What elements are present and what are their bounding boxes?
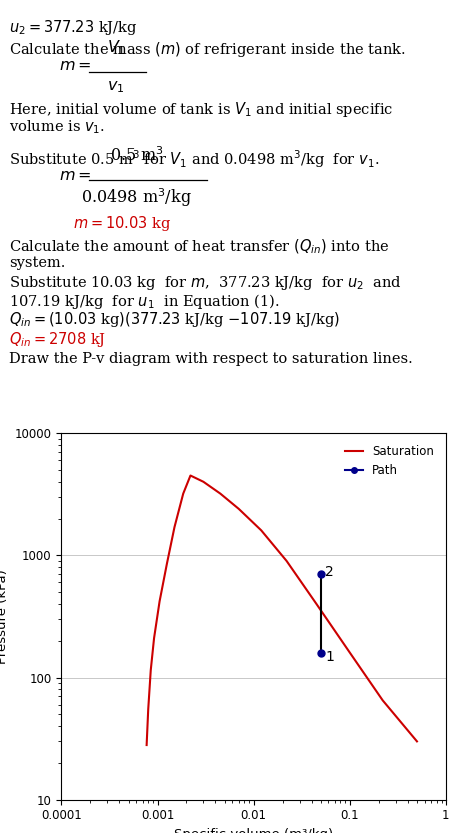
Text: 2: 2 — [325, 565, 334, 579]
Text: $V_1$: $V_1$ — [106, 38, 126, 57]
Text: 0.5 m$^3$: 0.5 m$^3$ — [110, 147, 163, 165]
Text: Calculate the mass $(m)$ of refrigerant inside the tank.: Calculate the mass $(m)$ of refrigerant … — [9, 40, 406, 59]
Text: volume is $v_1$.: volume is $v_1$. — [9, 118, 105, 136]
Legend: Saturation, Path: Saturation, Path — [339, 439, 440, 483]
Text: 107.19 kJ/kg  for $u_1$  in Equation (1).: 107.19 kJ/kg for $u_1$ in Equation (1). — [9, 292, 280, 311]
Text: $Q_{in} = (10.03$ kg$)(377.23$ kJ/kg $-107.19$ kJ/kg$)$: $Q_{in} = (10.03$ kg$)(377.23$ kJ/kg $-1… — [9, 310, 340, 329]
Text: Substitute 10.03 kg  for $m$,  377.23 kJ/kg  for $u_2$  and: Substitute 10.03 kg for $m$, 377.23 kJ/k… — [9, 274, 402, 292]
Text: $m =$: $m =$ — [59, 57, 91, 73]
Text: $v_1$: $v_1$ — [107, 78, 125, 95]
Text: Substitute 0.5 m$^3$ for $V_1$ and 0.0498 m$^3$/kg  for $v_1$.: Substitute 0.5 m$^3$ for $V_1$ and 0.049… — [9, 148, 379, 170]
Text: system.: system. — [9, 256, 66, 270]
Text: Here, initial volume of tank is $V_1$ and initial specific: Here, initial volume of tank is $V_1$ an… — [9, 100, 394, 119]
Text: 1: 1 — [325, 650, 334, 664]
Text: 0.0498 m$^3$/kg: 0.0498 m$^3$/kg — [81, 186, 192, 209]
Text: $m = 10.03$ kg: $m = 10.03$ kg — [73, 214, 172, 233]
Text: $u_2 = 377.23$ kJ/kg: $u_2 = 377.23$ kJ/kg — [9, 18, 138, 37]
Text: $Q_{in} = 2708$ kJ: $Q_{in} = 2708$ kJ — [9, 330, 106, 349]
Y-axis label: Pressure (kPa): Pressure (kPa) — [0, 569, 9, 664]
Text: Calculate the amount of heat transfer $(Q_{in})$ into the: Calculate the amount of heat transfer $(… — [9, 238, 389, 257]
Text: Draw the P-v diagram with respect to saturation lines.: Draw the P-v diagram with respect to sat… — [9, 352, 413, 366]
X-axis label: Specific volume (m³/kg): Specific volume (m³/kg) — [174, 828, 333, 833]
Text: $m =$: $m =$ — [59, 167, 91, 183]
